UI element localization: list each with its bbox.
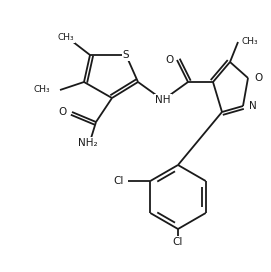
Text: N: N <box>249 101 257 111</box>
Text: O: O <box>166 55 174 65</box>
Text: Cl: Cl <box>113 176 123 186</box>
Text: CH₃: CH₃ <box>241 38 258 47</box>
Text: NH₂: NH₂ <box>78 138 98 148</box>
Text: Cl: Cl <box>173 237 183 247</box>
Text: NH: NH <box>155 95 171 105</box>
Text: O: O <box>254 73 262 83</box>
Text: CH₃: CH₃ <box>33 85 50 94</box>
Text: S: S <box>123 50 129 60</box>
Text: O: O <box>59 107 67 117</box>
Text: CH₃: CH₃ <box>58 33 74 42</box>
